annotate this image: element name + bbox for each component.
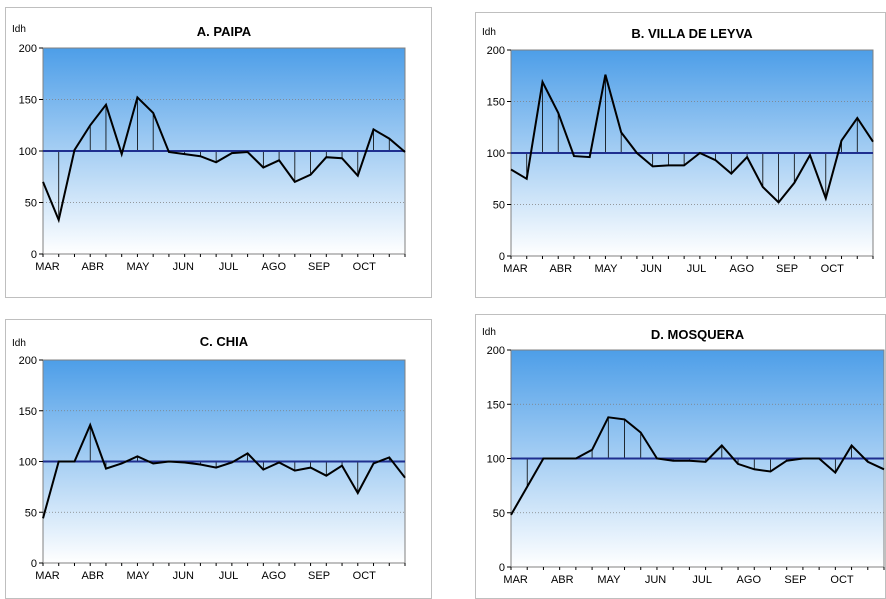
y-tick-label: 100 [487, 454, 505, 466]
x-tick-label: JUL [219, 570, 239, 582]
x-tick-label: JUN [173, 570, 194, 582]
x-tick-label: AGO [262, 570, 287, 582]
y-tick-label: 100 [487, 148, 505, 160]
chart-mosquera: 0 50 100 150 200 MAR ABR MAY JUN JUL AGO SEP OCT Idh D… [475, 314, 886, 599]
x-tick-label: ABR [549, 263, 572, 275]
y-tick-label: 50 [25, 507, 37, 519]
x-tick-label: MAR [503, 574, 527, 586]
y-tick-label: 150 [487, 97, 505, 109]
x-tick-label: OCT [353, 261, 377, 273]
y-axis-label: Idh [12, 338, 26, 349]
x-tick-label: AGO [262, 261, 287, 273]
y-axis-label: Idh [12, 24, 26, 35]
x-tick-label: JUN [641, 263, 662, 275]
chart-svg: 0 50 100 150 200 MAR ABR MAY JUN JUL AGO SEP OCT Idh B… [482, 26, 874, 275]
y-tick-label: 200 [487, 345, 505, 357]
y-tick-label: 100 [19, 146, 37, 158]
y-tick-label: 200 [19, 43, 37, 55]
chart-svg: 0 50 100 150 200 MAR ABR MAY JUN JUL AGO SEP OCT Idh A… [12, 24, 406, 273]
x-tick-label: JUL [219, 261, 239, 273]
y-tick-label: 0 [31, 558, 37, 570]
y-tick-label: 0 [499, 562, 505, 574]
x-tick-label: JUN [645, 574, 666, 586]
series-line [510, 416, 885, 516]
y-tick-label: 0 [31, 249, 37, 261]
y-tick-label: 200 [487, 45, 505, 57]
x-tick-label: AGO [737, 574, 762, 586]
x-tick-label: SEP [784, 574, 806, 586]
x-tick-label: MAY [597, 574, 621, 586]
x-tick-label: MAY [127, 261, 151, 273]
chart-title: B. VILLA DE LEYVA [631, 26, 753, 41]
y-tick-label: 150 [487, 399, 505, 411]
y-tick-label: 0 [499, 251, 505, 263]
y-tick-label: 50 [493, 508, 505, 520]
chart-title: D. MOSQUERA [651, 327, 745, 342]
chart-title: A. PAIPA [197, 24, 252, 39]
y-axis-label: Idh [482, 27, 496, 38]
x-tick-label: SEP [776, 263, 798, 275]
x-tick-label: ABR [551, 574, 574, 586]
x-tick-label: JUN [173, 261, 194, 273]
chart-paipa: 0 50 100 150 200 MAR ABR MAY JUN JUL AGO SEP OCT Idh A… [5, 7, 432, 298]
x-tick-label: MAY [127, 570, 151, 582]
x-tick-label: OCT [821, 263, 845, 275]
y-tick-label: 200 [19, 355, 37, 367]
x-tick-label: SEP [308, 570, 330, 582]
y-tick-label: 50 [25, 198, 37, 210]
series-line [510, 74, 874, 204]
y-tick-label: 150 [19, 95, 37, 107]
chart-title: C. CHIA [200, 334, 249, 349]
x-tick-label: MAR [35, 570, 60, 582]
series-line [42, 95, 406, 224]
series-line [42, 422, 406, 519]
chart-chia: 0 50 100 150 200 MAR ABR MAY JUN JUL AGO SEP OCT Idh C… [5, 319, 432, 599]
y-axis-label: Idh [482, 327, 496, 338]
x-tick-label: OCT [353, 570, 377, 582]
y-tick-label: 50 [493, 200, 505, 212]
x-tick-label: MAR [503, 263, 528, 275]
x-tick-label: JUL [687, 263, 707, 275]
chart-svg: 0 50 100 150 200 MAR ABR MAY JUN JUL AGO SEP OCT Idh D… [482, 327, 885, 586]
x-tick-label: MAY [595, 263, 619, 275]
x-tick-label: OCT [830, 574, 854, 586]
x-tick-label: SEP [308, 261, 330, 273]
x-tick-label: ABR [81, 261, 104, 273]
y-tick-label: 150 [19, 406, 37, 418]
chart-svg: 0 50 100 150 200 MAR ABR MAY JUN JUL AGO SEP OCT Idh C… [12, 334, 406, 582]
y-tick-label: 100 [19, 457, 37, 469]
x-tick-label: AGO [730, 263, 755, 275]
x-tick-label: MAR [35, 261, 60, 273]
x-tick-label: ABR [81, 570, 104, 582]
x-tick-label: JUL [692, 574, 712, 586]
chart-villa-de-leyva: 0 50 100 150 200 MAR ABR MAY JUN JUL AGO SEP OCT Idh B… [475, 12, 886, 298]
